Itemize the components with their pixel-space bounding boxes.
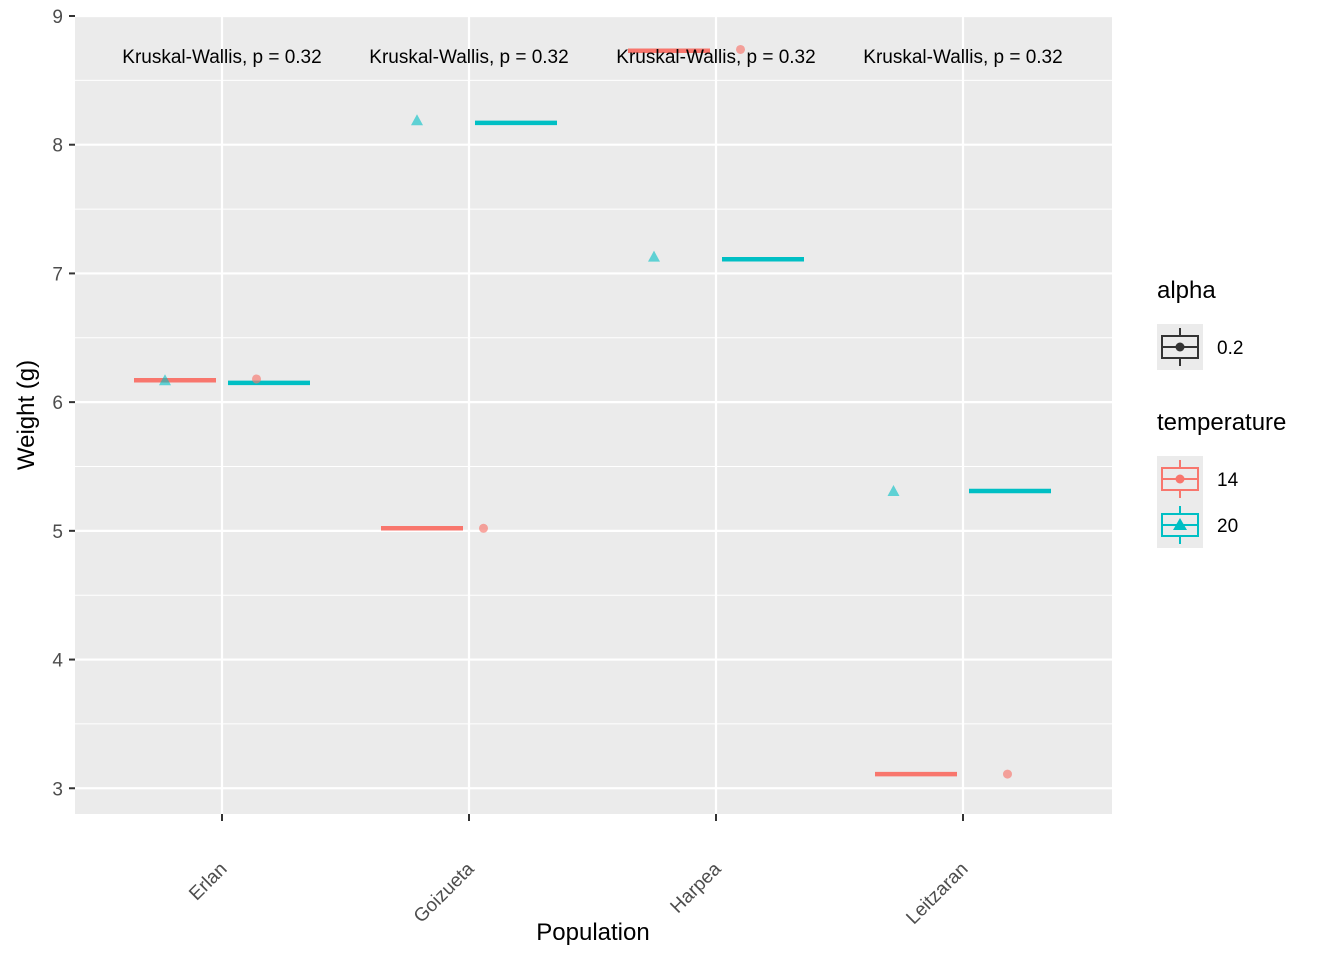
x-tick-label: Leitzaran [902, 859, 972, 929]
stat-annotation: Kruskal-Wallis, p = 0.32 [616, 47, 815, 68]
chart-marks [134, 44, 1051, 779]
x-tick-label: Harpea [667, 858, 726, 917]
stat-annotation: Kruskal-Wallis, p = 0.32 [863, 47, 1062, 68]
legend-point [1175, 342, 1185, 352]
legend-label: 0.2 [1217, 338, 1243, 359]
y-tick-label: 8 [52, 136, 63, 157]
legend-key-0.2 [1157, 324, 1203, 370]
legend-point [1175, 474, 1185, 484]
x-tick-label: Goizueta [410, 858, 479, 927]
data-point-20 [411, 114, 423, 126]
y-tick-label: 9 [52, 7, 63, 28]
legend-title: temperature [1157, 409, 1286, 436]
y-tick-label: 5 [52, 522, 63, 543]
x-tick-label: Erlan [185, 859, 231, 905]
annotations: Kruskal-Wallis, p = 0.32 Kruskal-Wallis, … [122, 47, 1062, 68]
legend: alpha 0.2 temperature 14 20 [1157, 277, 1286, 548]
legend-key-14 [1157, 456, 1203, 502]
legend-key-20 [1157, 502, 1203, 548]
data-point-20 [887, 484, 900, 496]
plot-panel [75, 16, 1112, 814]
data-point-20 [648, 250, 660, 262]
stat-annotation: Kruskal-Wallis, p = 0.32 [369, 47, 568, 68]
y-axis-title: Weight (g) [13, 360, 40, 470]
y-tick-label: 6 [52, 393, 63, 414]
legend-title: alpha [1157, 277, 1216, 304]
data-point-14 [252, 374, 261, 384]
data-point-14 [479, 523, 488, 533]
grid-lines [75, 14, 1112, 814]
data-point-20 [159, 374, 171, 386]
legend-label: 14 [1217, 470, 1239, 491]
y-tick-label: 7 [52, 264, 63, 285]
data-point-14 [736, 44, 745, 54]
y-tick-label: 4 [52, 651, 63, 672]
y-tick-label: 3 [52, 779, 63, 800]
legend-label: 20 [1217, 516, 1238, 537]
x-axis-title: Population [536, 919, 649, 946]
stat-annotation: Kruskal-Wallis, p = 0.32 [122, 47, 321, 68]
legend-point [1173, 518, 1187, 530]
data-point-14 [1003, 769, 1012, 779]
